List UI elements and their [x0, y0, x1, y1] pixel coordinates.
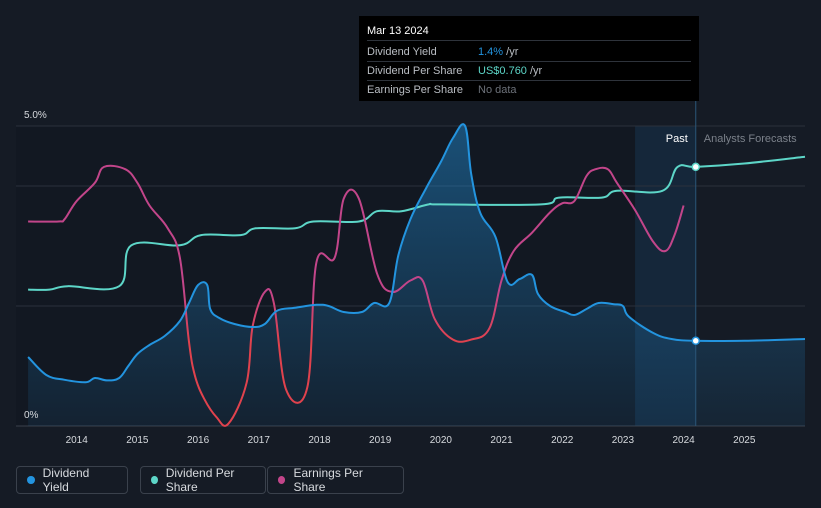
- tooltip-date: Mar 13 2024: [367, 22, 691, 41]
- y-tick-label-top: 5.0%: [24, 110, 47, 121]
- tooltip-dps-value: US$0.760: [478, 65, 527, 77]
- legend-dot-icon: [151, 476, 158, 484]
- dividend-yield-marker: [691, 336, 701, 346]
- x-tick-label: 2025: [733, 435, 756, 446]
- tooltip-value: No data: [478, 81, 517, 99]
- x-tick-label: 2014: [66, 435, 89, 446]
- legend-label: Dividend Per Share: [165, 466, 235, 494]
- tooltip-row-dividend-yield: Dividend Yield 1.4% /yr: [367, 43, 691, 62]
- x-tick-label: 2020: [430, 435, 453, 446]
- x-tick-label: 2018: [308, 435, 331, 446]
- x-tick-label: 2015: [126, 435, 149, 446]
- analysts-forecasts-label: Analysts Forecasts: [704, 133, 797, 145]
- x-tick-label: 2022: [551, 435, 574, 446]
- tooltip-row-dividend-per-share: Dividend Per Share US$0.760 /yr: [367, 62, 691, 81]
- tooltip-value: US$0.760 /yr: [478, 62, 542, 80]
- tooltip-yield-value: 1.4%: [478, 46, 504, 58]
- x-tick-label: 2024: [672, 435, 695, 446]
- tooltip-row-earnings-per-share: Earnings Per Share No data: [367, 81, 691, 99]
- tooltip-value: 1.4% /yr: [478, 43, 518, 61]
- tooltip-label: Earnings Per Share: [367, 84, 463, 96]
- legend-label: Dividend Yield: [42, 466, 90, 494]
- tooltip-suffix: /yr: [503, 46, 519, 58]
- x-tick-label: 2021: [490, 435, 513, 446]
- legend-dividend-per-share[interactable]: Dividend Per Share: [140, 466, 266, 494]
- past-label: Past: [666, 133, 688, 145]
- y-tick-label-zero: 0%: [24, 410, 39, 421]
- tooltip-panel: Mar 13 2024 Dividend Yield 1.4% /yr Divi…: [359, 16, 699, 101]
- dividend-per-share-line: [28, 155, 806, 291]
- tooltip-eps-value: No data: [478, 84, 517, 96]
- dividend-yield-area: [28, 124, 806, 426]
- legend-dot-icon: [27, 476, 35, 484]
- tooltip-suffix: /yr: [526, 65, 543, 77]
- tooltip-label: Dividend Yield: [367, 46, 437, 58]
- tooltip-label: Dividend Per Share: [367, 65, 463, 77]
- x-tick-label: 2016: [187, 435, 210, 446]
- x-tick-label: 2017: [248, 435, 271, 446]
- x-tick-label: 2023: [612, 435, 635, 446]
- earnings-per-share-line: [28, 164, 685, 427]
- legend-label: Earnings Per Share: [293, 466, 363, 494]
- legend-dividend-yield[interactable]: Dividend Yield: [16, 466, 128, 494]
- legend-earnings-per-share[interactable]: Earnings Per Share: [267, 466, 404, 494]
- dividend-per-share-marker: [691, 162, 701, 172]
- legend-dot-icon: [278, 476, 286, 484]
- x-tick-label: 2019: [369, 435, 392, 446]
- dividend-yield-line: [27, 123, 806, 384]
